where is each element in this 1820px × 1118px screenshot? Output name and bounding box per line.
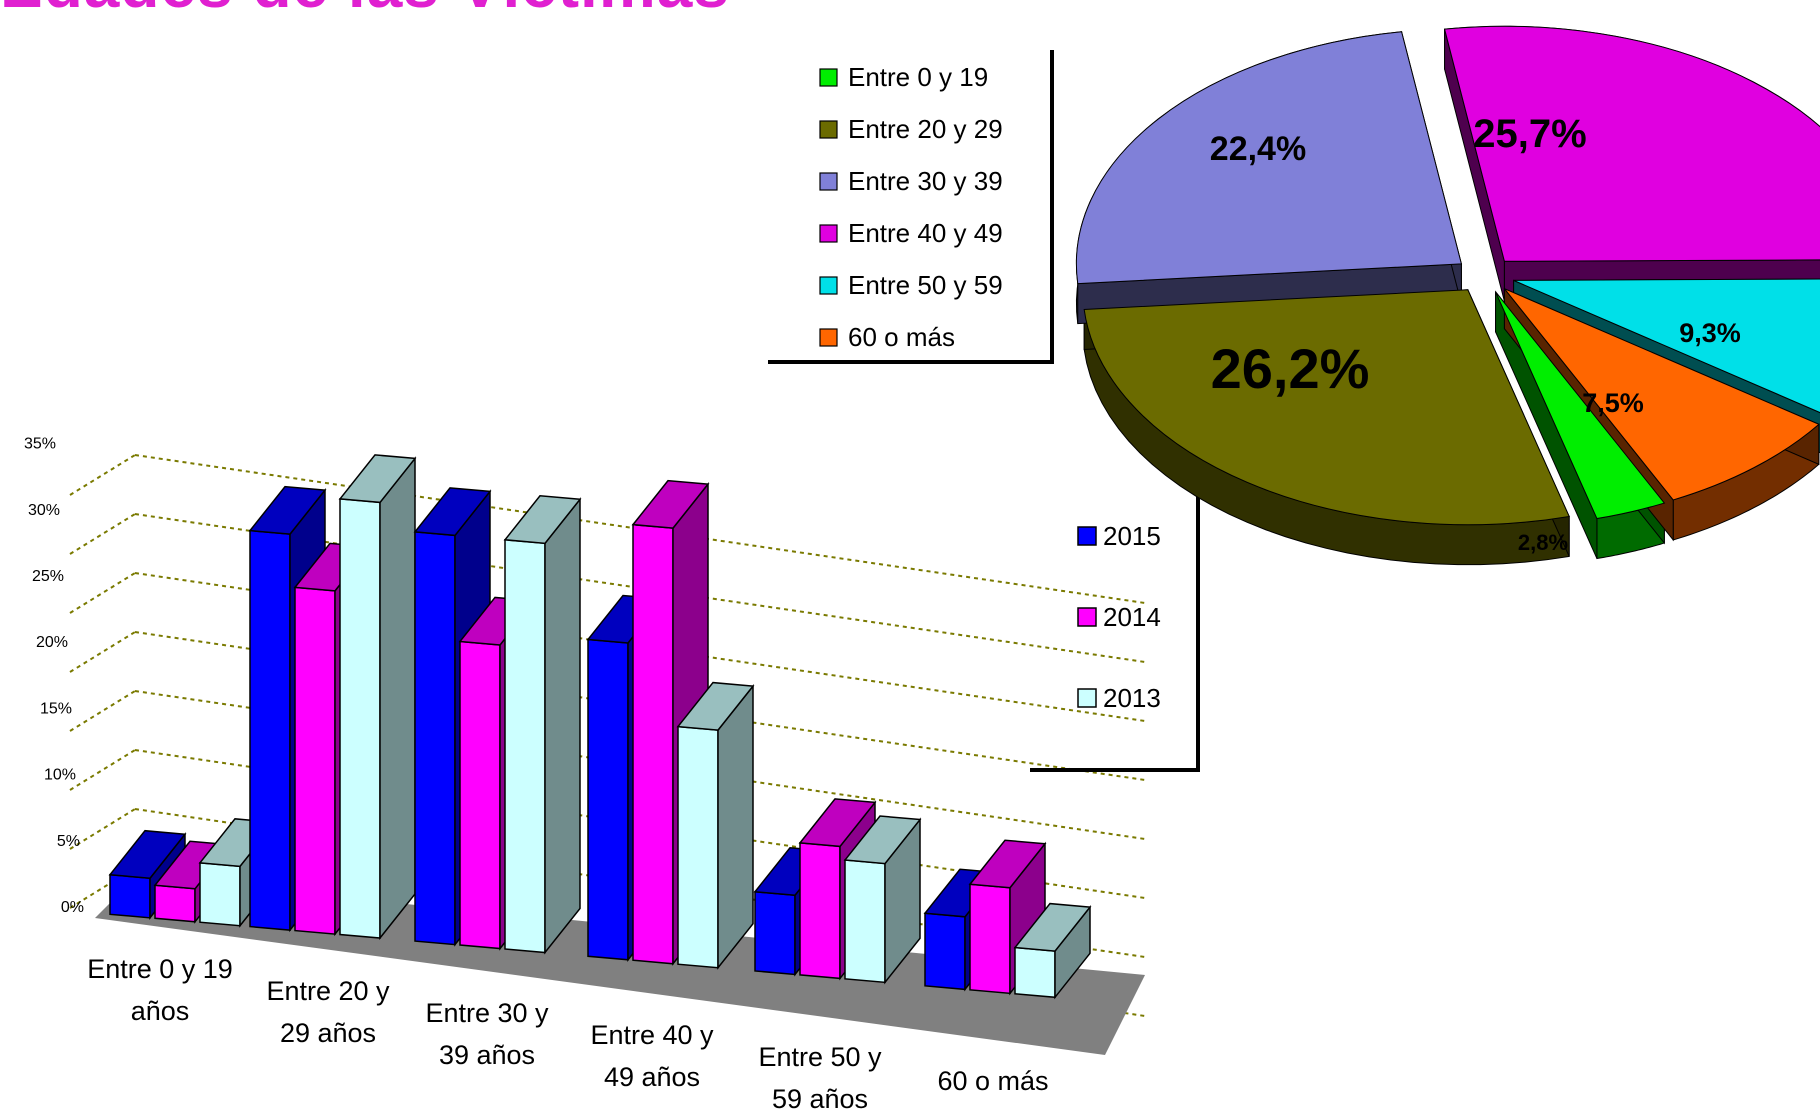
bar-top-2013-4 [843,815,922,865]
bar-top-2013-1 [338,454,417,504]
pie-slice-2 [1075,31,1463,285]
gridline-back [134,454,1146,604]
legend-label-2013: 2013 [1103,683,1161,713]
pie-legend-swatch-5 [819,328,838,347]
pie-value-label-4: 9,3% [1679,318,1741,348]
pie-value-label-0: 2,8% [1518,530,1568,555]
bar-top-2013-3 [676,681,755,731]
pie-legend-swatch-3 [819,224,838,243]
bar-top-2015-2 [413,487,492,537]
pie-slice-5 [1504,288,1820,501]
pie-legend: Entre 0 y 19 Entre 20 y 29 Entre 30 y 39 En… [768,50,1054,364]
pie-value-label-2: 22,4% [1210,130,1306,168]
y-tick-label: 0% [61,899,84,916]
bar-y-axis: 0% 5% 10% 15% 20% 25% 30% 35% [24,436,84,916]
pie-legend-label-5: 60 o más [848,322,955,352]
y-tick-label: 35% [24,436,56,453]
x-category-label: Entre 20 y 29 años [266,976,390,1048]
legend-label-2014: 2014 [1103,602,1161,632]
legend-label-2015: 2015 [1103,521,1161,551]
pie-slices [1075,25,1820,566]
pie-legend-label-1: Entre 20 y 29 [848,114,1003,144]
bar-top-2014-4 [798,798,877,848]
bar-top-2013-2 [503,495,582,545]
pie-legend-label-0: Entre 0 y 19 [848,62,988,92]
y-tick-label: 30% [28,502,60,519]
pie-value-labels: 2,8% 26,2% 22,4% 25,7% 9,3% 7,5% [1210,112,1741,555]
pie-value-label-5: 7,5% [1582,388,1644,418]
bar-legend: 2015 2014 2013 [1030,472,1200,772]
pie-legend-label-3: Entre 40 y 49 [848,218,1003,248]
bar-legend-frame [1030,472,1200,772]
x-category-label: Entre 30 y 39 años [425,998,549,1070]
x-category-label: Entre 0 y 19 años [87,954,233,1026]
x-category-label: Entre 40 y 49 años [590,1020,714,1092]
pie-slice-3 [1443,25,1820,262]
bar-top-2014-3 [631,479,710,529]
page-title: Edades de las Víctimas [0,0,730,22]
pie-slice-0 [1495,291,1666,520]
pie-legend-swatch-1 [819,120,838,139]
bar-bars [108,454,1092,1000]
pie-slice-4 [1513,278,1820,414]
bar-category-labels: Entre 0 y 19 años Entre 20 y 29 años Entre 3… [87,954,1048,1114]
y-tick-label: 10% [44,767,76,784]
x-category-label: 60 o más [937,1066,1048,1096]
y-tick-label: 20% [36,634,68,651]
pie-legend-swatch-2 [819,172,838,191]
bar-top-2014-5 [968,839,1047,889]
pie-legend-swatch-4 [819,276,838,295]
y-tick-label: 5% [57,833,80,850]
y-tick-label: 25% [32,568,64,585]
bar-top-2013-5 [1013,902,1092,952]
pie-legend-label-2: Entre 30 y 39 [848,166,1003,196]
pie-legend-label-4: Entre 50 y 59 [848,270,1003,300]
pie-value-label-3: 25,7% [1473,112,1586,156]
x-category-label: Entre 50 y 59 años [758,1042,882,1114]
pie-legend-frame [768,50,1054,364]
y-tick-label: 15% [40,700,72,717]
pie-value-label-1: 26,2% [1211,337,1370,400]
legend-swatch-2014 [1077,607,1097,627]
legend-swatch-2015 [1077,526,1097,546]
pie-legend-swatch-0 [819,68,838,87]
legend-swatch-2013 [1077,688,1097,708]
bar-top-2015-0 [108,829,187,880]
bar-top-2015-1 [248,485,327,535]
pie-slice-1 [1083,289,1570,526]
